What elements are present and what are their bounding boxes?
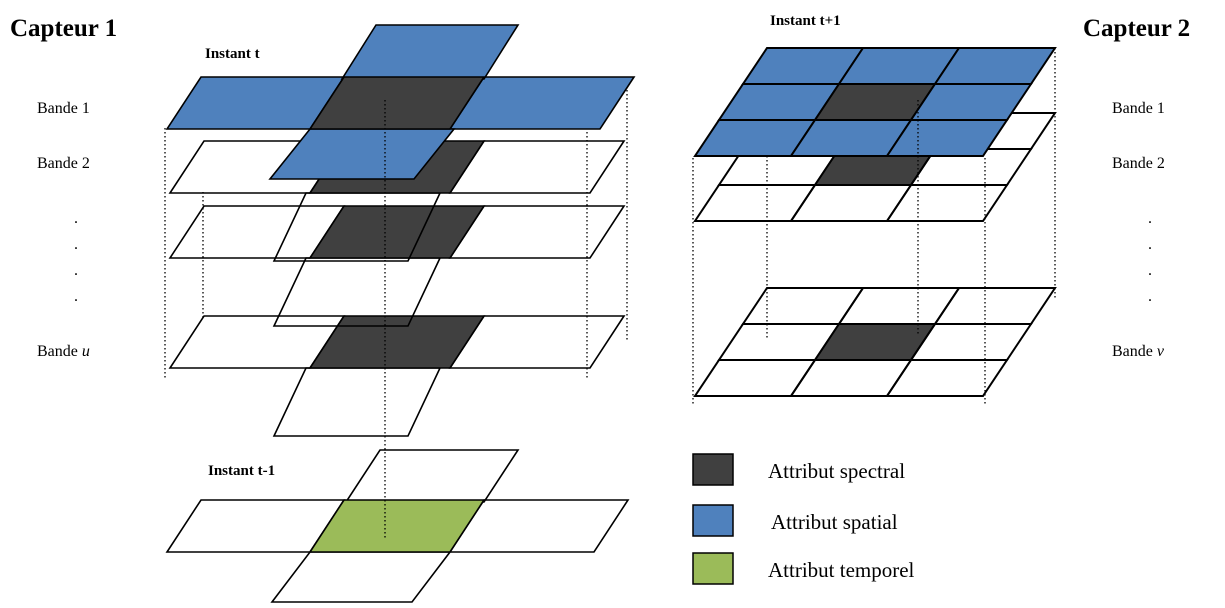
instant-t-minus-1-label: Instant t-1: [208, 463, 275, 479]
legend-label-spatial: Attribut spatial: [771, 510, 898, 534]
legend-label-temporal: Attribut temporel: [768, 558, 915, 582]
legend-swatch-temporal: [692, 552, 734, 585]
band-v-grid-cell-r2c2: [885, 359, 1009, 397]
legend-label-spectral: Attribut spectral: [768, 459, 905, 483]
sensor2-dot-4: .: [1148, 288, 1152, 305]
sensor1-band-u-label: Bande u: [37, 343, 90, 360]
sensor1-title: Capteur 1: [10, 15, 117, 42]
sensor1-band-1-label: Bande 1: [37, 100, 90, 117]
sensor2-band-1-label: Bande 1: [1112, 100, 1165, 117]
band-u-variable: u: [82, 343, 90, 360]
sensor1-dot-3: .: [74, 262, 78, 279]
band-v-grid-cell-r0c1: [837, 287, 961, 325]
sensor1-band-2-label: Bande 2: [37, 155, 90, 172]
instant-t-plus-1-label: Instant t+1: [770, 13, 841, 29]
sensor2-dot-1: .: [1148, 210, 1152, 227]
band-1-grid-cell-r2c2: [885, 119, 1009, 157]
legend: Attribut spectral Attribut spatial Attri…: [692, 453, 915, 585]
t-minus-1-center-temporal-cell: [308, 499, 486, 553]
band-u-layer-center-spectral-cell: [308, 315, 486, 369]
band-v-variable: v: [1157, 343, 1165, 360]
band-v-grid-cell-r2c0: [693, 359, 817, 397]
sensor2-band-v-label: Bande v: [1112, 343, 1165, 360]
sensor2-title: Capteur 2: [1083, 15, 1190, 42]
band-2-grid-cell-r2c2: [885, 184, 1009, 222]
band-v-grid-cell-r1c1: [813, 323, 937, 361]
instant-t-label: Instant t: [205, 46, 260, 62]
legend-swatch-spectral: [692, 453, 734, 486]
band-2-grid-cell-r2c0: [693, 184, 817, 222]
sensor2-dot-2: .: [1148, 236, 1152, 253]
t-minus-1-top-cell: [344, 449, 520, 503]
band-2-grid-cell-r2c1: [789, 184, 913, 222]
sensor1-dot-1: .: [74, 210, 78, 227]
band-1-top-spatial-cell: [340, 24, 520, 80]
band-v-grid-cell-r2c1: [789, 359, 913, 397]
sensor1-dot-2: .: [74, 236, 78, 253]
sensor2-dot-3: .: [1148, 262, 1152, 279]
band-u-prefix: Bande: [37, 343, 82, 360]
band-1-center-spectral-cell: [308, 76, 486, 130]
band-v-grid-cell-r0c2: [933, 287, 1057, 325]
sensor1-dot-4: .: [74, 288, 78, 305]
legend-swatch-spatial: [692, 504, 734, 537]
sensor2-band-2-label: Bande 2: [1112, 155, 1165, 172]
band-dots-layer-center-spectral-cell: [308, 205, 486, 259]
band-v-prefix: Bande: [1112, 343, 1157, 360]
t-minus-1-bottom-cell: [270, 551, 452, 603]
grid-layers: [165, 24, 1057, 603]
band-v-grid-cell-r0c0: [741, 287, 865, 325]
band-u-layer-bottom-cell: [272, 367, 442, 437]
center-axis: [384, 100, 919, 538]
